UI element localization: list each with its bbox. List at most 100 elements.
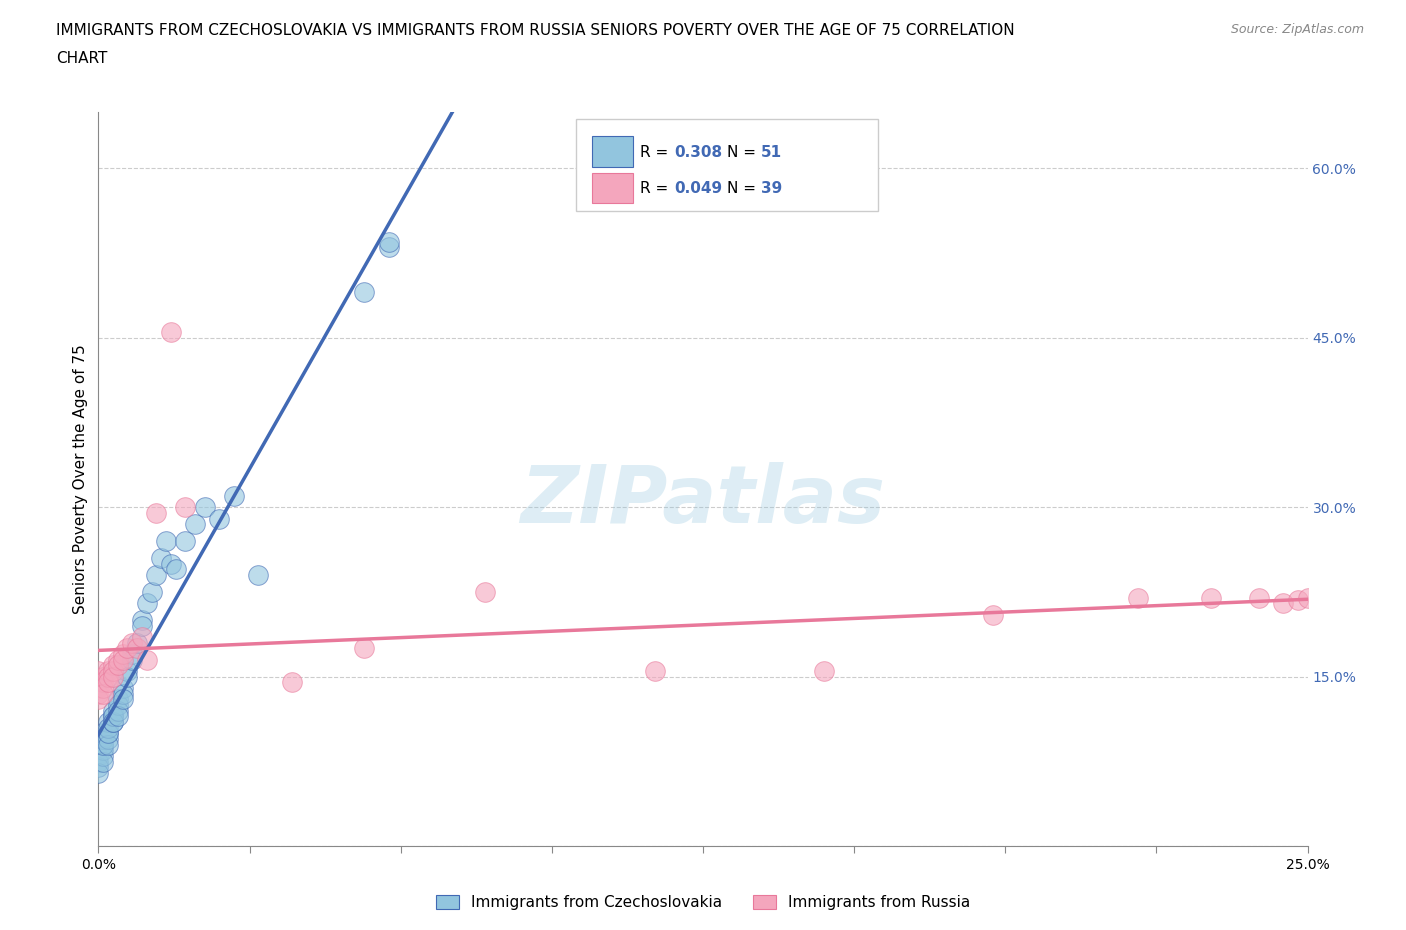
- Point: [141, 585, 163, 600]
- Point: [1286, 592, 1309, 607]
- Point: [1249, 591, 1271, 605]
- Point: [111, 652, 134, 667]
- Point: [87, 681, 110, 696]
- Point: [91, 732, 114, 747]
- Point: [281, 675, 304, 690]
- Legend: Immigrants from Czechoslovakia, Immigrants from Russia: Immigrants from Czechoslovakia, Immigran…: [429, 887, 977, 918]
- Text: 39: 39: [761, 181, 782, 196]
- Point: [87, 737, 110, 752]
- Point: [131, 618, 153, 633]
- Point: [208, 512, 231, 526]
- Point: [1296, 591, 1319, 605]
- Text: R =: R =: [640, 144, 673, 160]
- Point: [107, 698, 129, 712]
- Point: [981, 607, 1004, 622]
- Point: [353, 285, 375, 299]
- Point: [160, 556, 183, 571]
- Point: [87, 664, 110, 679]
- FancyBboxPatch shape: [576, 119, 879, 211]
- Point: [97, 670, 120, 684]
- Text: IMMIGRANTS FROM CZECHOSLOVAKIA VS IMMIGRANTS FROM RUSSIA SENIORS POVERTY OVER TH: IMMIGRANTS FROM CZECHOSLOVAKIA VS IMMIGR…: [56, 23, 1015, 38]
- Point: [97, 725, 120, 740]
- Point: [107, 658, 129, 673]
- Point: [91, 681, 114, 696]
- Point: [87, 749, 110, 764]
- Text: 0.049: 0.049: [673, 181, 723, 196]
- Point: [101, 714, 124, 729]
- Point: [117, 670, 139, 684]
- Point: [813, 664, 835, 679]
- Point: [101, 709, 124, 724]
- Point: [111, 692, 134, 707]
- Point: [97, 737, 120, 752]
- Point: [107, 692, 129, 707]
- Point: [87, 686, 110, 701]
- Point: [87, 692, 110, 707]
- Point: [1199, 591, 1222, 605]
- Point: [353, 641, 375, 656]
- Point: [165, 562, 187, 577]
- Point: [145, 567, 167, 582]
- Point: [101, 714, 124, 729]
- Point: [101, 670, 124, 684]
- Point: [97, 664, 120, 679]
- Text: 0.308: 0.308: [673, 144, 723, 160]
- Point: [97, 725, 120, 740]
- Point: [150, 551, 173, 565]
- Text: R =: R =: [640, 181, 673, 196]
- Point: [91, 670, 114, 684]
- Point: [101, 703, 124, 718]
- Point: [91, 737, 114, 752]
- Point: [91, 725, 114, 740]
- Point: [135, 596, 157, 611]
- Text: 51: 51: [761, 144, 782, 160]
- Point: [111, 681, 134, 696]
- Point: [145, 505, 167, 520]
- Point: [107, 703, 129, 718]
- Point: [91, 686, 114, 701]
- Point: [377, 234, 399, 249]
- Point: [1272, 596, 1295, 611]
- Point: [91, 743, 114, 758]
- Point: [377, 240, 399, 255]
- Point: [101, 709, 124, 724]
- Point: [644, 664, 666, 679]
- Text: N =: N =: [727, 181, 761, 196]
- FancyBboxPatch shape: [592, 136, 633, 166]
- Point: [174, 534, 197, 549]
- Point: [127, 635, 149, 650]
- Point: [91, 754, 114, 769]
- Point: [87, 754, 110, 769]
- Y-axis label: Seniors Poverty Over the Age of 75: Seniors Poverty Over the Age of 75: [73, 344, 89, 614]
- Point: [121, 652, 143, 667]
- Point: [121, 646, 143, 661]
- Point: [121, 635, 143, 650]
- Point: [131, 613, 153, 628]
- Text: Source: ZipAtlas.com: Source: ZipAtlas.com: [1230, 23, 1364, 36]
- Text: CHART: CHART: [56, 51, 108, 66]
- Point: [135, 652, 157, 667]
- Point: [101, 664, 124, 679]
- Point: [222, 488, 245, 503]
- Point: [117, 641, 139, 656]
- Point: [155, 534, 177, 549]
- Point: [184, 517, 207, 532]
- Point: [91, 737, 114, 752]
- Point: [111, 686, 134, 701]
- Point: [131, 630, 153, 644]
- Point: [160, 325, 183, 339]
- Point: [91, 732, 114, 747]
- Point: [91, 749, 114, 764]
- Point: [1128, 591, 1150, 605]
- Point: [97, 720, 120, 735]
- Point: [247, 567, 270, 582]
- Point: [194, 499, 217, 514]
- Point: [111, 646, 134, 661]
- FancyBboxPatch shape: [592, 173, 633, 204]
- Point: [87, 675, 110, 690]
- Text: ZIPatlas: ZIPatlas: [520, 462, 886, 540]
- Point: [117, 664, 139, 679]
- Point: [87, 765, 110, 780]
- Point: [107, 709, 129, 724]
- Point: [107, 652, 129, 667]
